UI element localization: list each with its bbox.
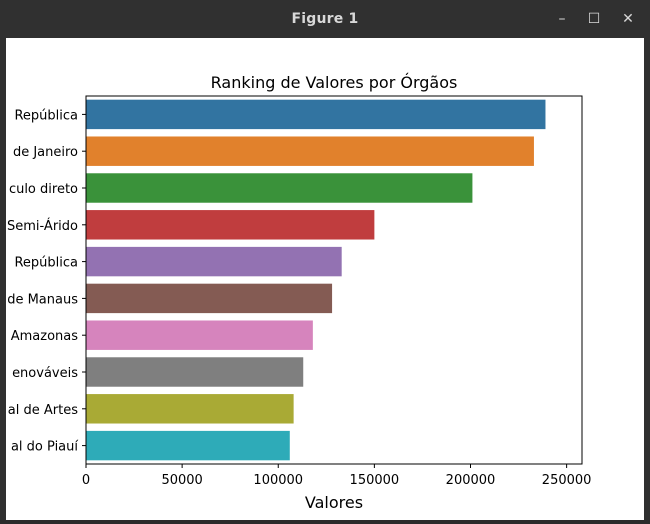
x-tick-label: 100000	[253, 473, 303, 488]
window-titlebar[interactable]: Figure 1 – ☐ ✕	[0, 0, 650, 38]
x-tick-label: 250000	[542, 473, 592, 488]
window-title: Figure 1	[291, 11, 359, 27]
y-tick-label: de Manaus	[7, 292, 78, 307]
y-tick-label: República	[14, 256, 78, 271]
x-tick-label: 200000	[446, 473, 496, 488]
y-tick-label: Amazonas	[11, 329, 79, 344]
bar-5	[86, 246, 342, 277]
figure-canvas: Ranking de Valores por Órgãos República d…	[0, 38, 644, 520]
bar-10	[86, 430, 290, 461]
minimize-icon[interactable]: –	[558, 11, 566, 27]
maximize-icon[interactable]: ☐	[587, 11, 601, 27]
x-tick-label: 50000	[161, 473, 202, 488]
axes-frame	[85, 95, 583, 465]
y-tick-label: de Janeiro	[13, 145, 78, 160]
x-axis-label: Valores	[305, 493, 363, 512]
y-tick-label: Semi-Árido	[7, 218, 78, 234]
bar-2	[86, 136, 534, 166]
y-tick-label: enováveis	[12, 366, 78, 381]
x-tick-label: 0	[82, 473, 90, 488]
bar-9	[86, 394, 294, 424]
bar-1	[86, 99, 546, 130]
left-window-edge	[0, 38, 6, 520]
close-icon[interactable]: ✕	[622, 11, 634, 27]
chart-title: Ranking de Valores por Órgãos	[211, 73, 458, 92]
y-tick-label: culo direto	[9, 182, 78, 197]
bar-3	[86, 173, 473, 203]
bar-7	[86, 320, 313, 350]
x-tick-label: 150000	[350, 473, 400, 488]
y-tick-label: República	[14, 108, 78, 123]
bar-4	[86, 210, 375, 240]
bar-8	[86, 357, 304, 387]
right-window-edge	[644, 38, 650, 520]
y-tick-label: al do Piauí	[11, 440, 78, 455]
y-tick-label: al de Artes	[8, 403, 78, 418]
bar-6	[86, 283, 333, 314]
bar-chart: Ranking de Valores por Órgãos República d…	[7, 73, 592, 512]
